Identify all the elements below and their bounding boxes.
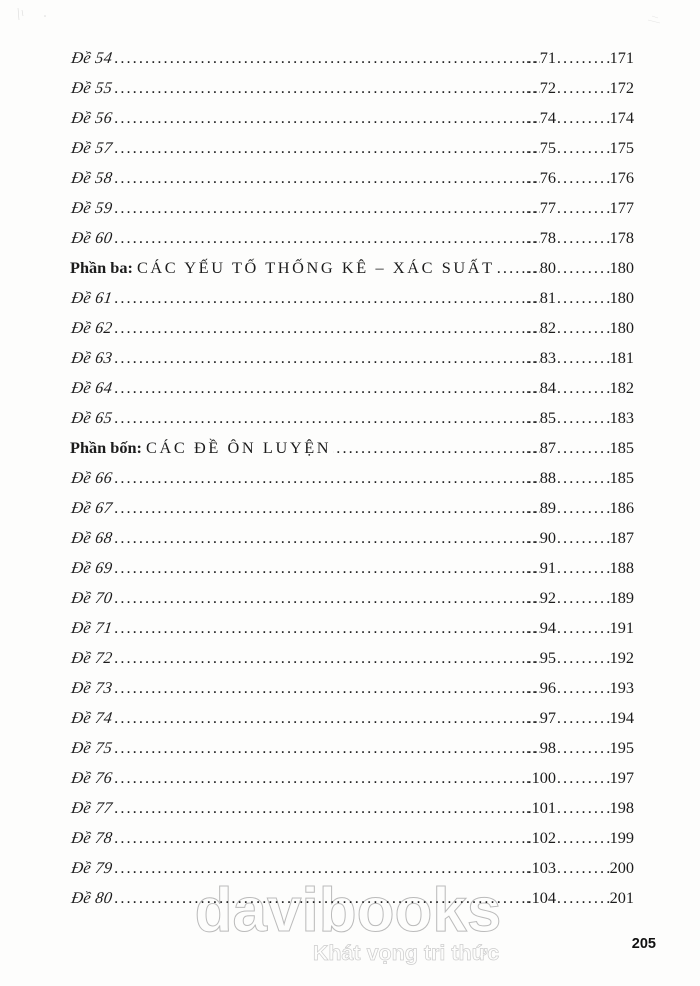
svg-text:davibooks: davibooks bbox=[195, 876, 502, 945]
svg-text:Khát vọng tri thức: Khát vọng tri thức bbox=[313, 941, 499, 965]
